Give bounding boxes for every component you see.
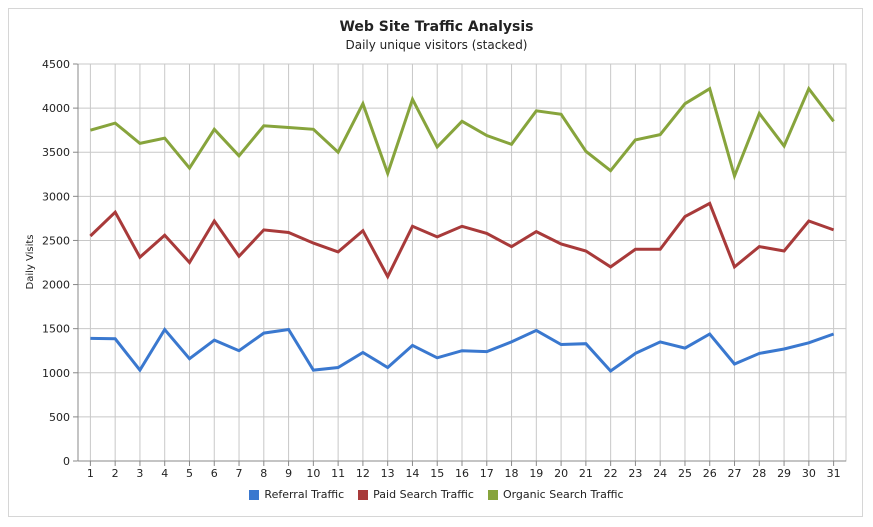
x-tick-label: 16 <box>455 467 469 480</box>
y-axis-label: Daily Visits <box>25 235 36 290</box>
y-tick-label: 4500 <box>42 58 70 71</box>
legend-label: Referral Traffic <box>264 488 345 501</box>
legend-swatch <box>487 489 498 500</box>
y-tick-label: 500 <box>49 411 70 424</box>
x-tick-label: 28 <box>752 467 766 480</box>
y-tick-label: 0 <box>63 455 70 468</box>
series-line-organic-search-traffic <box>89 85 835 181</box>
x-tick-label: 12 <box>356 467 370 480</box>
x-tick-label: 29 <box>777 467 791 480</box>
x-tick-label: 25 <box>678 467 692 480</box>
series-lines <box>89 85 835 373</box>
x-tick-label: 19 <box>529 467 543 480</box>
y-tick-labels: 0 500 1000 1500 2000 2500 3000 3500 4000 4500 <box>42 58 70 468</box>
x-tick-label: 22 <box>604 467 618 480</box>
legend-item[interactable]: Organic Search Traffic <box>487 488 624 501</box>
x-tick-label: 24 <box>653 467 667 480</box>
y-tick-label: 4000 <box>42 102 70 115</box>
chart-frame <box>8 8 863 517</box>
y-tick-label: 2000 <box>42 279 70 292</box>
legend-item[interactable]: Paid Search Traffic <box>358 488 474 501</box>
legend-swatch <box>358 489 369 500</box>
x-tick-label: 2 <box>112 467 119 480</box>
x-tick-label: 6 <box>211 467 218 480</box>
y-tick-label: 3500 <box>42 146 70 159</box>
x-tick-label: 3 <box>136 467 143 480</box>
y-tick-label: 1500 <box>42 323 70 336</box>
series-line-paid-search-traffic <box>89 201 835 280</box>
axes <box>73 63 847 466</box>
legend-item[interactable]: Referral Traffic <box>249 488 344 501</box>
y-tick-label: 2500 <box>42 234 70 247</box>
x-tick-label: 9 <box>285 467 292 480</box>
y-tick-label: 3000 <box>42 190 70 203</box>
x-tick-label: 20 <box>554 467 568 480</box>
x-tick-label: 31 <box>827 467 841 480</box>
x-tick-label: 14 <box>405 467 419 480</box>
y-tick-label: 1000 <box>42 367 70 380</box>
x-tick-label: 26 <box>703 467 717 480</box>
legend: Referral Traffic Paid Search Traffic Organ… <box>0 488 873 501</box>
x-tick-label: 15 <box>430 467 444 480</box>
x-tick-label: 7 <box>236 467 243 480</box>
legend-label: Paid Search Traffic <box>373 488 474 501</box>
legend-swatch <box>249 489 260 500</box>
x-tick-label: 17 <box>480 467 494 480</box>
x-tick-label: 13 <box>381 467 395 480</box>
x-tick-label: 23 <box>628 467 642 480</box>
grid-lines <box>78 63 846 462</box>
x-tick-label: 18 <box>505 467 519 480</box>
x-tick-label: 27 <box>728 467 742 480</box>
x-tick-label: 4 <box>161 467 168 480</box>
x-tick-label: 5 <box>186 467 193 480</box>
legend-label: Organic Search Traffic <box>502 488 624 501</box>
chart-title: Web Site Traffic Analysis <box>339 19 534 35</box>
x-tick-label: 21 <box>579 467 593 480</box>
chart-subtitle: Daily unique visitors (stacked) <box>345 38 528 52</box>
x-tick-label: 30 <box>802 467 816 480</box>
x-tick-labels: 1 2 3 4 5 6 7 8 9 10 11 12 13 14 15 16 17 18 19 20 21 22 23 24 2… <box>87 467 841 480</box>
x-tick-label: 8 <box>260 467 267 480</box>
series-line-referral-traffic <box>90 326 835 373</box>
x-tick-label: 11 <box>331 467 345 480</box>
x-tick-label: 1 <box>87 467 94 480</box>
x-tick-label: 10 <box>306 467 320 480</box>
